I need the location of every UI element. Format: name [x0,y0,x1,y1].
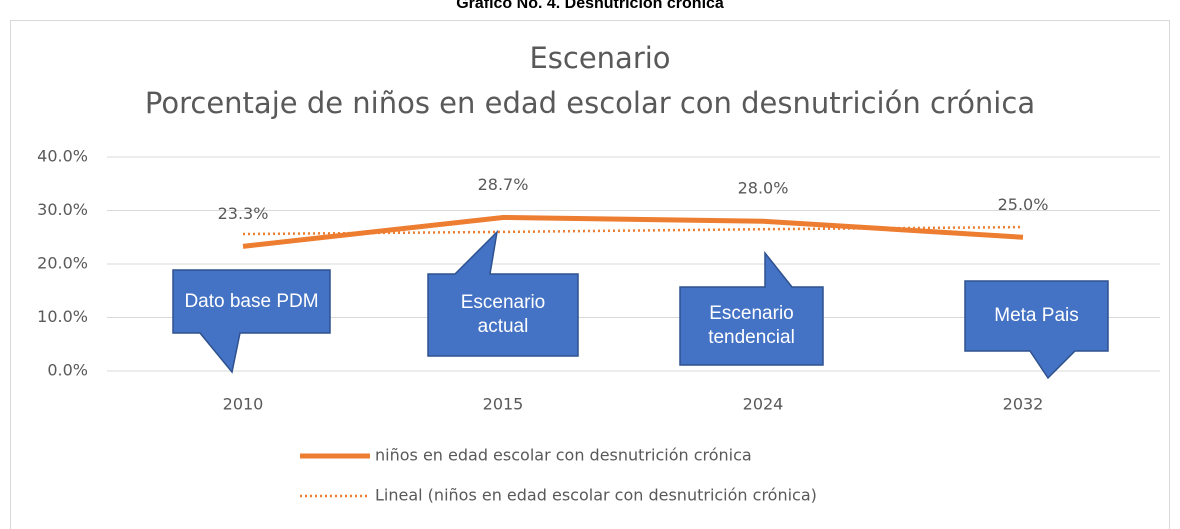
chart-title: Escenario [529,41,670,75]
trend-line [242,225,1024,236]
callout [964,280,1109,380]
x-tick-label: 2010 [223,395,264,414]
data-label: 23.3% [218,204,269,223]
callout [427,229,579,357]
callout-text: Escenario actual [460,292,546,337]
data-label: 28.7% [478,175,529,194]
callout-text: Meta Pais [994,305,1079,326]
y-tick-label: 20.0% [37,254,88,273]
y-tick-label: 30.0% [37,200,88,219]
callout-text: Dato base PDM [184,290,319,312]
y-tick-label: 40.0% [37,147,88,166]
data-label: 28.0% [738,179,789,198]
callout [679,250,824,366]
callout-text: Escenario tendencial [708,303,795,348]
header: Gráfico No. 4. Desnutrición crónica [456,0,724,12]
legend-label: niños en edad escolar con desnutrición c… [375,446,752,465]
y-tick-label: 10.0% [37,307,88,326]
callout [172,269,331,374]
x-tick-label: 2015 [483,395,524,414]
x-tick-label: 2032 [1003,395,1044,414]
y-tick-label: 0.0% [47,361,88,380]
chart-subtitle: Porcentaje de niños en edad escolar con … [145,86,1035,120]
legend-label: Lineal (niños en edad escolar con desnut… [375,486,817,505]
data-label: 25.0% [998,195,1049,214]
x-tick-label: 2024 [743,395,784,414]
